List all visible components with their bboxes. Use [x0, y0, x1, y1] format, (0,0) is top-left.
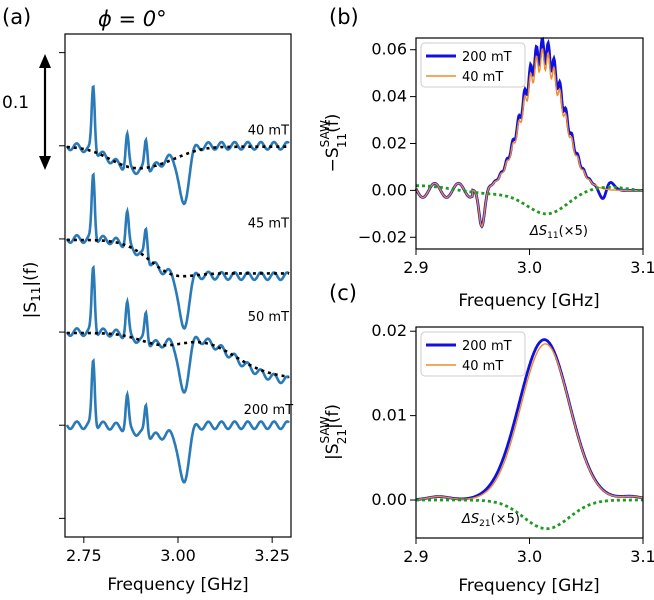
ytick-label: 0.04: [371, 87, 407, 106]
xtick-label: 2.9: [403, 547, 428, 566]
ytick-label: 0.06: [371, 40, 407, 59]
ytick-label: 0.00: [371, 490, 407, 509]
panel-b-label: (b): [329, 5, 359, 29]
panel-a-xtick-label: 3.00: [160, 546, 196, 565]
panel-a: (a) ϕ = 0° 40 mT 45 mT 50 mT 200 mT 2.75 3.0…: [2, 5, 293, 595]
ytick-label: 0.02: [371, 321, 407, 340]
panel-b-plot: [414, 36, 644, 229]
scale-bar-label: 0.1: [2, 93, 29, 113]
xtick-label: 3.1: [630, 258, 654, 277]
panel-a-trace-3: [65, 357, 290, 484]
panel-b-legend: 200 mT 40 mT: [420, 42, 526, 88]
panel-a-xtick-label: 2.75: [66, 546, 102, 565]
legend-label-200mT: 200 mT: [462, 339, 512, 354]
panel-c-plot: [415, 338, 644, 531]
panel-b-delta-annotation: ΔS11(×5): [529, 224, 588, 241]
panel-a-trace-label: 40 mT: [248, 124, 289, 139]
series-40mT: [415, 343, 644, 501]
xtick-label: 2.9: [403, 258, 428, 277]
panel-a-xlabel: Frequency [GHz]: [107, 575, 248, 595]
panel-a-plot: 40 mT 45 mT 50 mT 200 mT: [65, 84, 294, 484]
ytick-label: −0.02: [358, 227, 407, 246]
legend-label-40mT: 40 mT: [462, 359, 503, 374]
panel-b-ticks: 2.9 3.0 3.1 −0.02 0.00 0.02 0.04 0.06: [358, 40, 654, 277]
panel-a-trace-label: 50 mT: [248, 310, 289, 325]
panel-c-xlabel: Frequency [GHz]: [458, 576, 599, 596]
panel-a-fit-1: [66, 238, 289, 278]
panel-c-label: (c): [329, 281, 357, 305]
panel-a-xtick-label: 3.25: [254, 546, 290, 565]
panel-a-trace-1: [65, 171, 290, 330]
xtick-label: 3.0: [517, 258, 542, 277]
panel-a-title: ϕ = 0°: [98, 7, 167, 31]
panel-a-label: (a): [2, 5, 31, 29]
panel-c-ticks: 2.9 3.0 3.1 0.00 0.01 0.02: [371, 321, 654, 566]
ytick-label: 0.01: [371, 406, 407, 425]
panel-c: (c) 2.9 3.0 3.1 0.00 0.01 0.02 Frequency [GHz…: [318, 281, 654, 596]
legend-label-40mT: 40 mT: [462, 70, 503, 85]
panel-a-trace-2: [65, 264, 290, 394]
panel-c-delta-annotation: ΔS21(×5): [461, 512, 520, 529]
panel-a-trace-label: 200 mT: [244, 403, 294, 418]
scale-bar: 0.1: [2, 54, 51, 170]
ytick-label: 0.02: [371, 134, 407, 153]
panel-a-trace-label: 45 mT: [248, 217, 289, 232]
legend-label-200mT: 200 mT: [462, 50, 512, 65]
scale-bar-arrow-down: [39, 156, 51, 170]
series-delta: [416, 184, 644, 216]
panel-b-xlabel: Frequency [GHz]: [458, 291, 599, 311]
panel-c-legend: 200 mT 40 mT: [420, 331, 526, 377]
panel-a-ticks: 2.75 3.00 3.25: [59, 52, 290, 565]
ytick-label: 0.00: [371, 180, 407, 199]
panel-a-trace-0: [65, 84, 290, 206]
xtick-label: 3.1: [630, 547, 654, 566]
panel-a-fit-2: [66, 331, 290, 378]
panel-c-ylabel: |SSAW 21|(f): [318, 404, 349, 460]
panel-b-ylabel: −SSAW 11(f): [318, 114, 349, 173]
panel-a-ylabel: |S11|(f): [21, 262, 43, 319]
scale-bar-arrow-up: [39, 54, 51, 68]
xtick-label: 3.0: [517, 547, 542, 566]
series-delta: [416, 498, 643, 531]
panel-b: (b) 2.9 3.0 3.1 −0.02 0.00 0.02 0.04 0.06 Frequ…: [318, 5, 654, 311]
